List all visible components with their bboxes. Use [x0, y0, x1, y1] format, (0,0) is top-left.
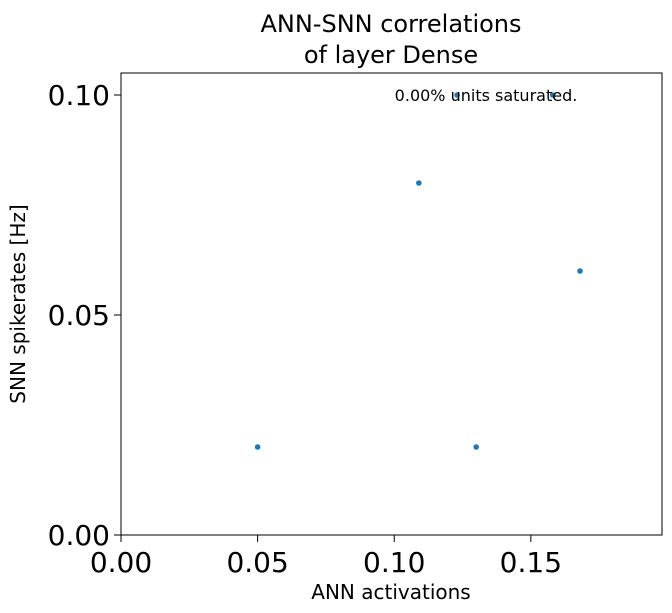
- scatter-point: [454, 92, 460, 98]
- scatter-point: [577, 268, 583, 274]
- x-axis-ticks: 0.00 0.05 0.10 0.15: [90, 535, 562, 579]
- scatter-point: [549, 92, 556, 98]
- y-tick-label: 0.10: [48, 79, 110, 112]
- scatter-point: [254, 444, 261, 450]
- chart-title-line-2: of layer Dense: [304, 41, 478, 69]
- scatter-point: [473, 444, 480, 450]
- x-tick-label: 0.15: [500, 546, 562, 579]
- x-tick-label: 0.05: [226, 546, 288, 579]
- x-tick-label: 0.00: [90, 546, 152, 579]
- chart-title-line-1: ANN-SNN correlations: [260, 10, 521, 38]
- scatter-points: [254, 92, 583, 450]
- y-tick-label: 0.00: [48, 519, 110, 552]
- y-axis-ticks: 0.00 0.05 0.10: [48, 79, 121, 552]
- x-axis-label: ANN activations: [311, 580, 470, 604]
- y-axis-label: SNN spikerates [Hz]: [6, 204, 30, 403]
- plot-area-frame: [120, 72, 663, 536]
- x-tick-label: 0.10: [363, 546, 425, 579]
- saturation-annotation: 0.00% units saturated.: [395, 86, 578, 105]
- scatter-point: [416, 180, 422, 186]
- y-tick-label: 0.05: [48, 299, 110, 332]
